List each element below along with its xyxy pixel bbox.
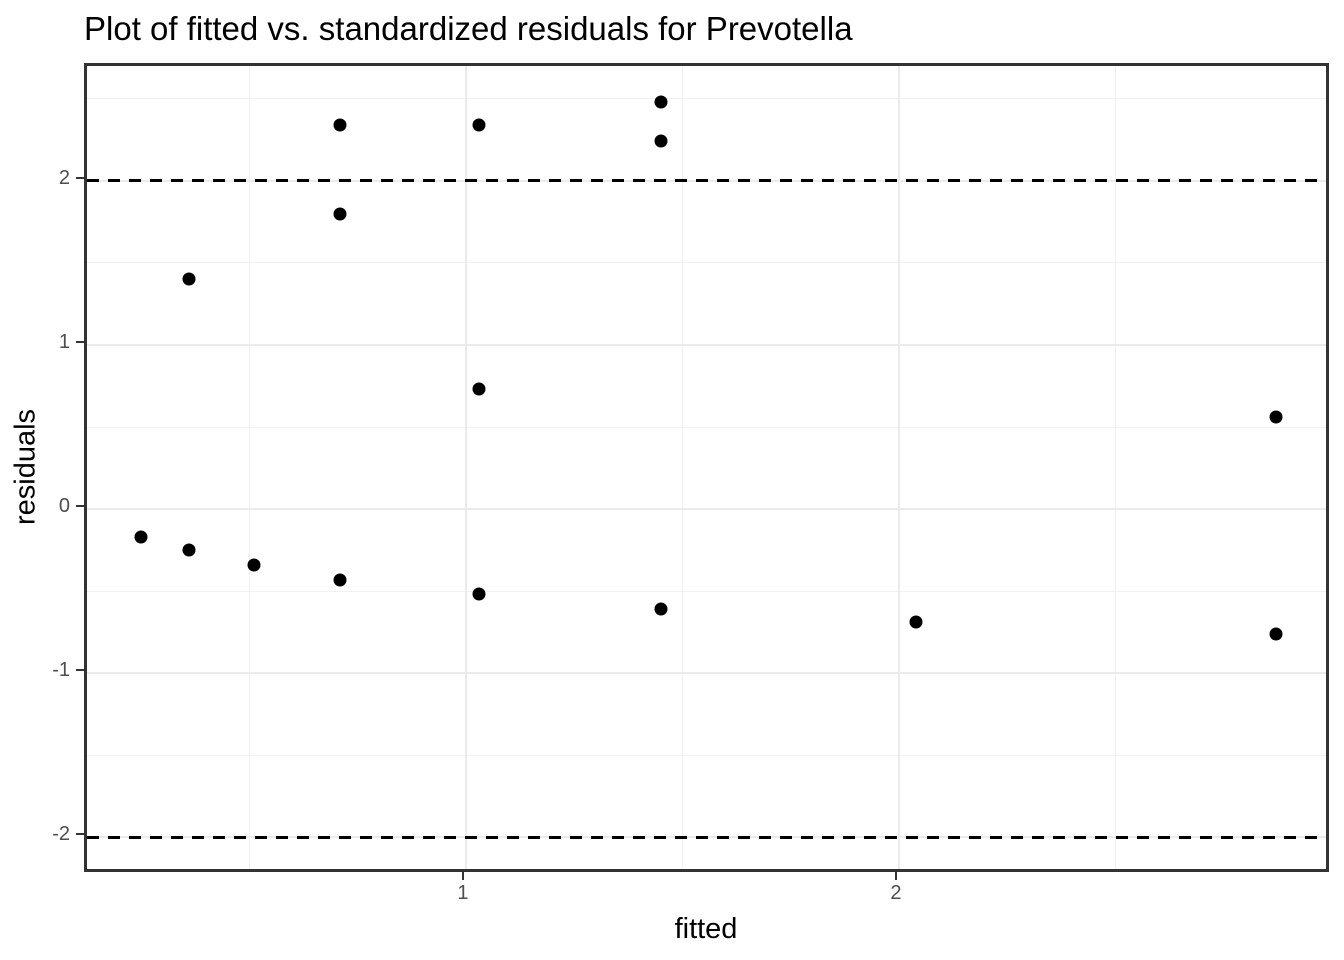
data-point xyxy=(333,573,347,587)
y-axis-tick xyxy=(76,340,84,343)
y-axis-tick-label: 0 xyxy=(58,495,70,518)
y-axis-tick xyxy=(76,176,84,179)
x-axis-tick-label: 2 xyxy=(890,882,902,904)
data-point xyxy=(333,118,347,132)
data-point xyxy=(333,207,347,221)
y-axis-tick-label: 1 xyxy=(58,330,70,353)
gridline-minor-horizontal xyxy=(87,262,1326,264)
data-point xyxy=(182,272,196,286)
data-point xyxy=(182,543,196,557)
data-point xyxy=(472,118,486,132)
data-point xyxy=(472,382,486,396)
reference-line-dashed xyxy=(87,179,1326,183)
data-point xyxy=(654,134,668,148)
x-axis-tick xyxy=(894,872,897,880)
data-point xyxy=(134,530,148,544)
reference-line-dashed xyxy=(87,835,1326,839)
x-axis-title: fitted xyxy=(674,913,738,945)
x-axis-tick xyxy=(461,872,464,880)
data-point xyxy=(247,558,261,572)
y-axis-tick-label: -2 xyxy=(52,823,70,846)
gridline-minor-horizontal xyxy=(87,754,1326,756)
y-axis-tick-label: -1 xyxy=(52,659,70,682)
gridline-major-horizontal xyxy=(87,508,1326,511)
gridline-minor-horizontal xyxy=(87,426,1326,428)
gridline-minor-horizontal xyxy=(87,98,1326,100)
data-point xyxy=(472,587,486,601)
data-point xyxy=(1269,410,1283,424)
data-point xyxy=(654,602,668,616)
data-point xyxy=(1269,627,1283,641)
plot-panel xyxy=(84,63,1329,872)
y-axis-tick-label: 2 xyxy=(58,166,70,189)
gridline-major-horizontal xyxy=(87,672,1326,675)
x-axis-tick-label: 1 xyxy=(457,882,469,904)
y-axis-tick xyxy=(76,505,84,508)
gridline-minor-vertical xyxy=(681,66,683,869)
gridline-minor-vertical xyxy=(1114,66,1116,869)
y-axis-tick xyxy=(76,669,84,672)
gridline-major-horizontal xyxy=(87,343,1326,346)
gridline-minor-vertical xyxy=(248,66,250,869)
data-point xyxy=(909,615,923,629)
plot-title: Plot of fitted vs. standardized residual… xyxy=(84,10,853,47)
gridline-major-vertical xyxy=(897,66,900,869)
data-point xyxy=(654,95,668,109)
y-axis-tick xyxy=(76,833,84,836)
gridline-major-vertical xyxy=(464,66,467,869)
gridline-minor-horizontal xyxy=(87,590,1326,592)
